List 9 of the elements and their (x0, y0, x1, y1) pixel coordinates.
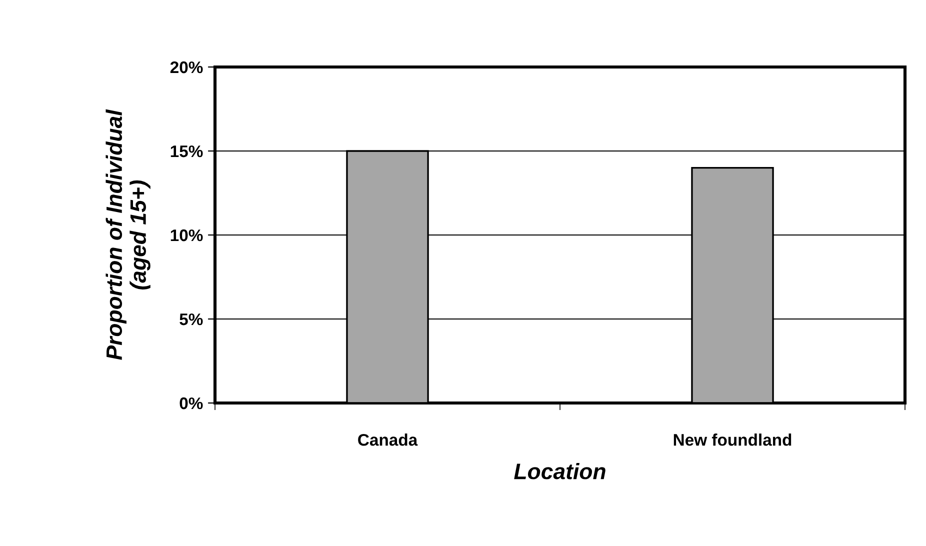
y-tick-label: 10% (170, 229, 203, 242)
y-tick-label: 5% (180, 313, 203, 326)
x-tick-label: New foundland (674, 434, 792, 446)
y-tick-label: 20% (170, 61, 203, 74)
x-tick-label: Canada (358, 434, 418, 446)
y-tick-label: 15% (170, 145, 203, 158)
y-tick-label: 0% (180, 397, 203, 410)
y-axis-title: Proportion of Individual (aged 15+) (106, 109, 150, 360)
x-axis-title: Location (514, 462, 606, 480)
